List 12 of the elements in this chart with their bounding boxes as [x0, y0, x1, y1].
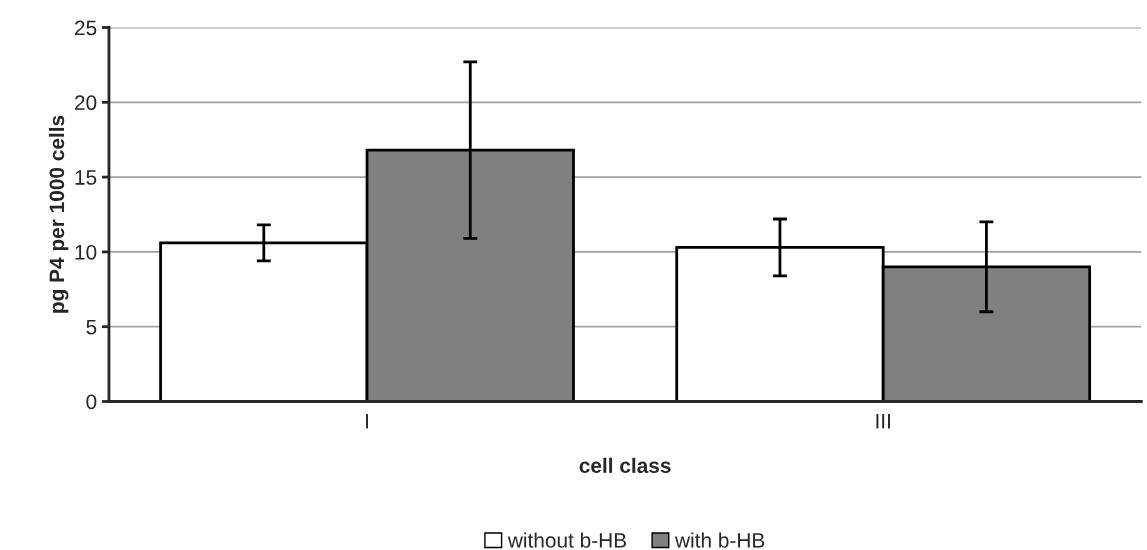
- x-tick-label: I: [366, 414, 369, 429]
- y-tick-label: 10: [75, 244, 97, 260]
- legend-label: without b-HB: [507, 532, 626, 548]
- y-tick-label: 15: [75, 170, 97, 185]
- y-tick-label: 20: [75, 95, 97, 111]
- y-tick-label: 25: [75, 20, 97, 36]
- y-tick-label: 5: [86, 319, 97, 335]
- legend-label: with b-HB: [674, 532, 765, 548]
- y-tick-label: 0: [86, 394, 97, 410]
- x-axis-title: cell class: [579, 457, 671, 474]
- y-axis-title: pg P4 per 1000 cells: [48, 115, 69, 313]
- x-tick-label: III: [876, 414, 890, 429]
